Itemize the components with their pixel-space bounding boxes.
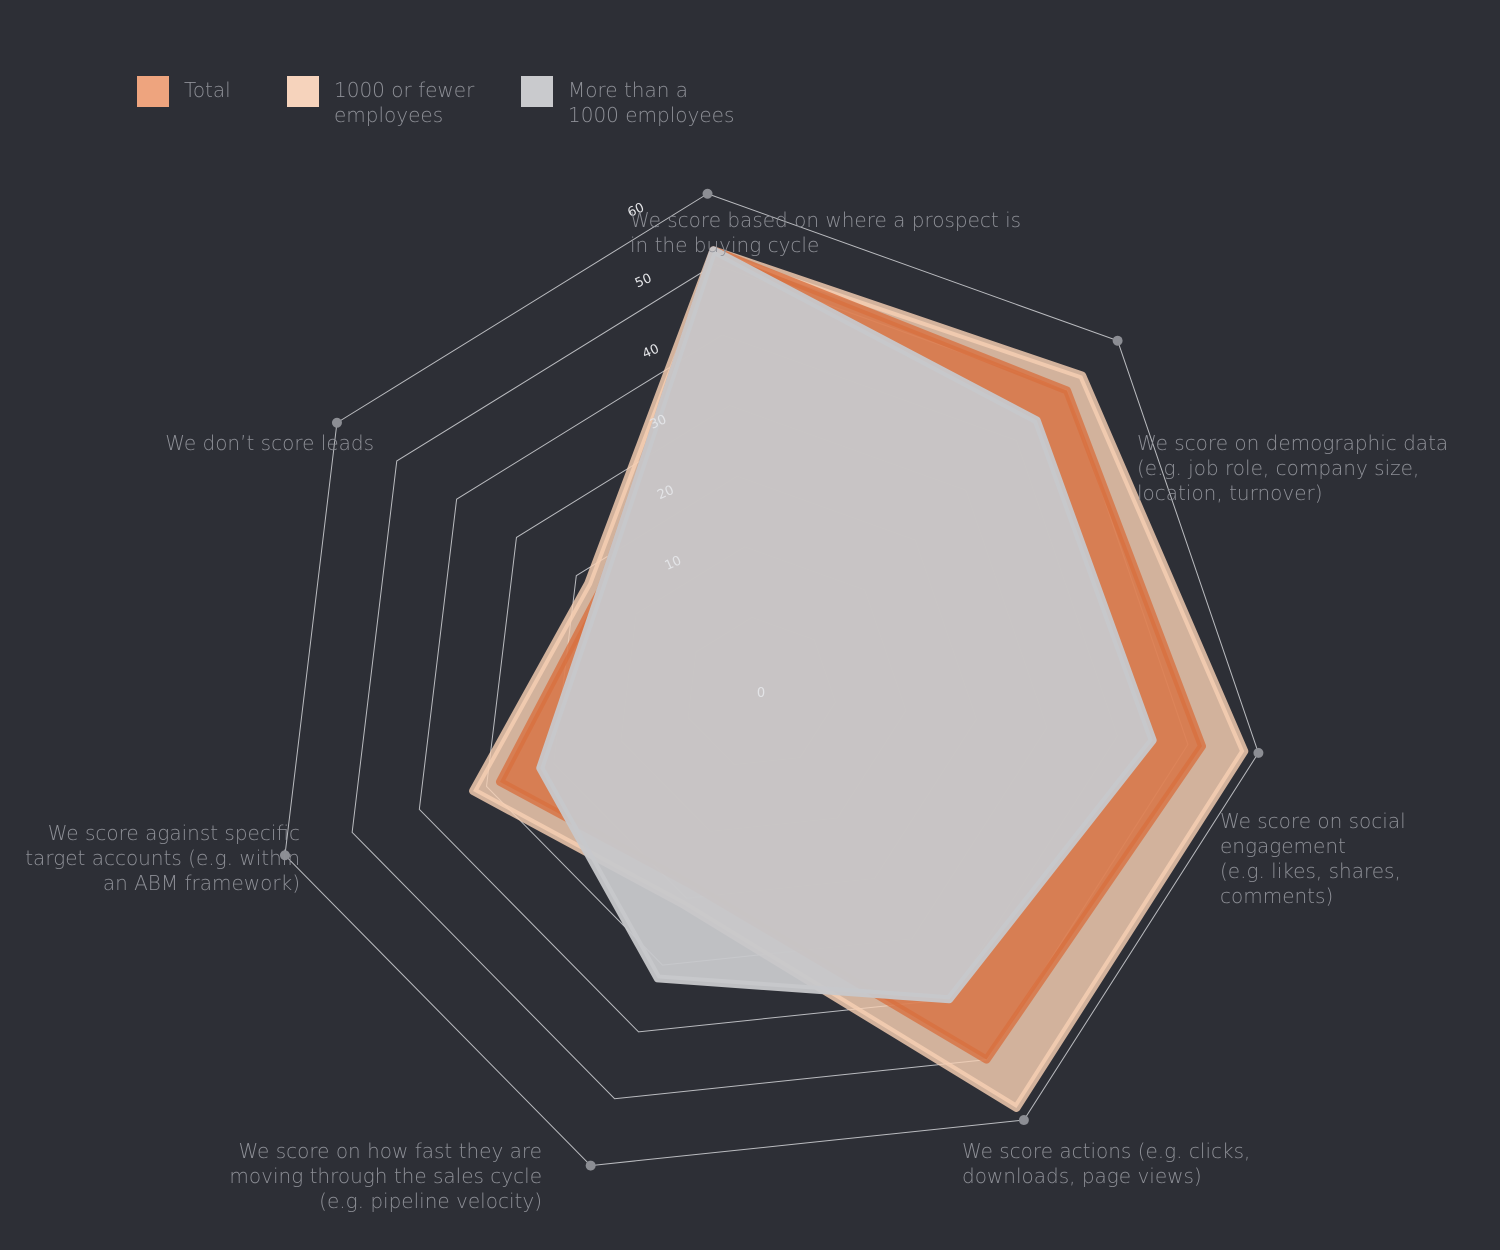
axis-label: We score actions (e.g. clicks, downloads,…: [962, 1139, 1250, 1188]
axis-label: We score against specific target accounts…: [25, 821, 300, 895]
axis-label: We score on demographic data (e.g. job ro…: [1137, 431, 1448, 505]
axis-label: We score based on where a prospect is in …: [630, 208, 1021, 257]
legend-label-total: Total: [184, 78, 414, 103]
legend-label-line: 1000 employees: [568, 103, 735, 127]
axis-label-line: We don’t score leads: [165, 431, 374, 455]
legend: Total 1000 or fewer employees More than …: [0, 0, 1500, 150]
axis-label-line: We score on demographic data: [1137, 431, 1448, 455]
legend-swatch-total: [137, 76, 169, 107]
axis-label-line: in the buying cycle: [630, 233, 819, 257]
series-area-2: [536, 246, 1157, 1004]
tick-label: 60: [625, 200, 646, 220]
axis-label: We score on social engagement (e.g. likes,…: [1220, 809, 1406, 908]
axis-label-line: (e.g. pipeline velocity): [319, 1189, 542, 1213]
radar-series: [469, 246, 1249, 1112]
axis-label-line: We score against specific: [48, 821, 300, 845]
legend-label-small-companies: 1000 or fewer employees: [334, 78, 564, 128]
axis-label-line: (e.g. likes, shares,: [1220, 859, 1401, 883]
legend-swatch-large-companies: [521, 76, 553, 107]
tick-label: 20: [655, 483, 676, 503]
axis-label: We score on how fast they are moving thro…: [229, 1139, 542, 1213]
spoke-marker: [1018, 1115, 1029, 1126]
spoke-marker: [702, 188, 713, 199]
grid-ring: [284, 193, 1259, 1167]
axis-label-line: We score on social: [1220, 809, 1406, 833]
legend-label-line: Total: [184, 78, 231, 102]
axis-label-line: We score actions (e.g. clicks,: [962, 1139, 1250, 1163]
tick-label: 0: [757, 686, 765, 701]
spoke-marker: [585, 1160, 596, 1171]
tick-label: 30: [648, 412, 669, 432]
axis-label-line: location, turnover): [1137, 481, 1323, 505]
legend-swatch-small-companies: [287, 76, 319, 107]
spoke-marker: [279, 850, 290, 861]
axis-label-line: (e.g. job role, company size,: [1137, 456, 1419, 480]
spoke-markers: [279, 188, 1264, 1171]
axis-label: We don’t score leads: [165, 431, 374, 455]
spoke-marker: [331, 417, 342, 428]
axis-label-line: engagement: [1220, 834, 1346, 858]
axis-label-line: downloads, page views): [962, 1164, 1202, 1188]
legend-label-line: More than a: [568, 78, 688, 102]
legend-label-large-companies: More than a 1000 employees: [568, 78, 798, 128]
axis-label-line: comments): [1220, 884, 1333, 908]
spoke-marker: [1253, 747, 1264, 758]
axis-label-line: We score based on where a prospect is: [630, 208, 1021, 232]
legend-label-line: 1000 or fewer: [334, 78, 475, 102]
tick-label: 50: [633, 271, 654, 291]
tick-label: 40: [640, 342, 661, 362]
axis-label-line: moving through the sales cycle: [229, 1164, 542, 1188]
spoke-marker: [1112, 335, 1123, 346]
legend-label-line: employees: [334, 103, 444, 127]
tick-label: 10: [663, 553, 684, 573]
axis-label-line: We score on how fast they are: [238, 1139, 542, 1163]
axis-label-line: an ABM framework): [103, 871, 300, 895]
axis-labels: We score based on where a prospect is in …: [25, 208, 1448, 1213]
axis-label-line: target accounts (e.g. within: [25, 846, 300, 870]
tick-labels: 0 10 20 30 40 50 60: [625, 200, 765, 701]
